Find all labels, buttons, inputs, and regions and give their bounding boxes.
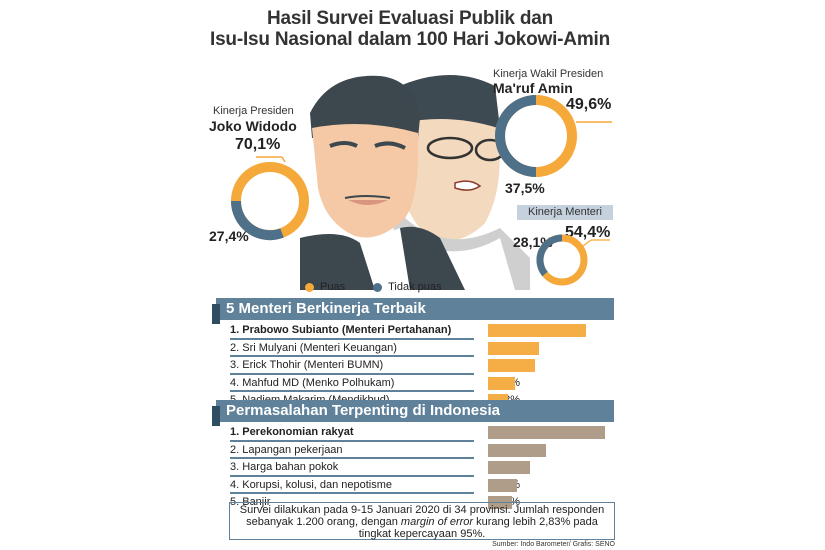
- row-label: 4. Mahfud MD (Menko Polhukam): [230, 376, 395, 389]
- table-row: 1. Prabowo Subianto (Menteri Pertahanan)…: [230, 322, 620, 340]
- menteri-label: Kinerja Menteri: [517, 205, 613, 220]
- presiden-name: Joko Widodo: [209, 118, 297, 134]
- section-header-top-ministers: 5 Menteri Berkinerja Terbaik: [212, 298, 614, 324]
- row-label: 3. Erick Thohir (Menteri BUMN): [230, 359, 384, 371]
- wakil-tidak-puas-value: 37,5%: [505, 180, 545, 196]
- row-label: 4. Korupsi, kolusi, dan nepotisme: [230, 478, 393, 491]
- survey-methodology-note: Survei dilakukan pada 9-15 Januari 2020 …: [229, 502, 615, 540]
- row-divider: [230, 337, 474, 340]
- row-label: 1. Prabowo Subianto (Menteri Pertahanan): [230, 324, 452, 336]
- presiden-donut-chart: [230, 156, 309, 241]
- chart-legend: Puas Tidak puas: [305, 281, 441, 293]
- tidak-puas-color-dot-icon: [373, 282, 383, 292]
- infographic-title: Hasil Survei Evaluasi Publik dan Isu-Isu…: [200, 8, 620, 50]
- puas-color-dot-icon: [305, 282, 314, 292]
- row-label: 2. Sri Mulyani (Menteri Keuangan): [230, 341, 397, 354]
- bar: [488, 461, 530, 474]
- row-divider: [230, 372, 474, 375]
- bar: [488, 324, 586, 337]
- portrait-illustration: [300, 74, 530, 290]
- wakil-name: Ma'ruf Amin: [493, 80, 573, 96]
- legend-tidak-puas-label: Tidak puas: [388, 281, 442, 293]
- donut-tidak-puas-arc: [536, 234, 563, 277]
- bar: [488, 426, 605, 439]
- wakil-donut-chart: [495, 95, 612, 177]
- wakil-puas-value: 49,6%: [566, 96, 612, 113]
- note-italic: margin of error: [400, 516, 474, 528]
- legend-item-puas: Puas: [305, 281, 345, 293]
- table-row: 1. Perekonomian rakyat 32,1%: [230, 424, 620, 442]
- bar: [488, 341, 539, 355]
- source-credit: Sumber: Indo Barometer/ Grafis: SENO: [492, 541, 615, 548]
- presiden-label: Kinerja Presiden: [213, 105, 294, 117]
- note-text-1: Survei dilakukan pada 9-15 Januari 2020 …: [239, 504, 605, 528]
- bar: [488, 359, 535, 372]
- table-row: 3. Erick Thohir (Menteri BUMN) 12,6%: [230, 357, 620, 375]
- row-divider: [230, 355, 474, 357]
- table-row: 4. Korupsi, kolusi, dan nepotisme 7,8%: [230, 477, 620, 494]
- title-line-1: Hasil Survei Evaluasi Publik dan: [266, 8, 554, 29]
- row-divider: [230, 474, 474, 477]
- presiden-puas-value: 70,1%: [235, 136, 281, 153]
- donut-tidak-puas-arc: [495, 95, 537, 177]
- menteri-puas-value: 54,4%: [565, 224, 611, 241]
- row-divider: [230, 390, 474, 392]
- table-row: 4. Mahfud MD (Menko Polhukam) 7,3%: [230, 375, 620, 392]
- table-row: 2. Lapangan pekerjaan 15,8%: [230, 442, 620, 459]
- table-row: 2. Sri Mulyani (Menteri Keuangan) 13,9%: [230, 340, 620, 357]
- section-header-key-issues: Permasalahan Terpenting di Indonesia: [212, 400, 614, 426]
- peci-cap-icon: [395, 74, 500, 128]
- presiden-tidak-puas-value: 27,4%: [209, 228, 249, 244]
- bar: [488, 376, 515, 390]
- menteri-donut-chart: [536, 234, 610, 286]
- top-ministers-list: 1. Prabowo Subianto (Menteri Pertahanan)…: [230, 322, 620, 410]
- donut-tidak-puas-arc: [230, 200, 284, 241]
- table-row: 3. Harga bahan pokok 11,3%: [230, 459, 620, 477]
- row-divider: [230, 457, 474, 459]
- legend-puas-label: Puas: [320, 281, 346, 293]
- bar: [488, 478, 517, 492]
- row-label: 2. Lapangan pekerjaan: [230, 443, 343, 456]
- bar: [488, 443, 546, 457]
- row-divider: [230, 492, 474, 494]
- note-text-2: kurang lebih 2,83% pada tingkat kepercay…: [358, 516, 598, 540]
- legend-item-tidak-puas: Tidak puas: [373, 281, 441, 293]
- title-line-2: Isu-Isu Nasional dalam 100 Hari Jokowi-A…: [209, 29, 611, 50]
- row-divider: [230, 439, 474, 442]
- key-issues-list: 1. Perekonomian rakyat 32,1% 2. Lapangan…: [230, 424, 620, 512]
- wakil-label: Kinerja Wakil Presiden: [493, 68, 604, 80]
- row-label: 3. Harga bahan pokok: [230, 461, 339, 473]
- row-label: 1. Perekonomian rakyat: [230, 426, 354, 438]
